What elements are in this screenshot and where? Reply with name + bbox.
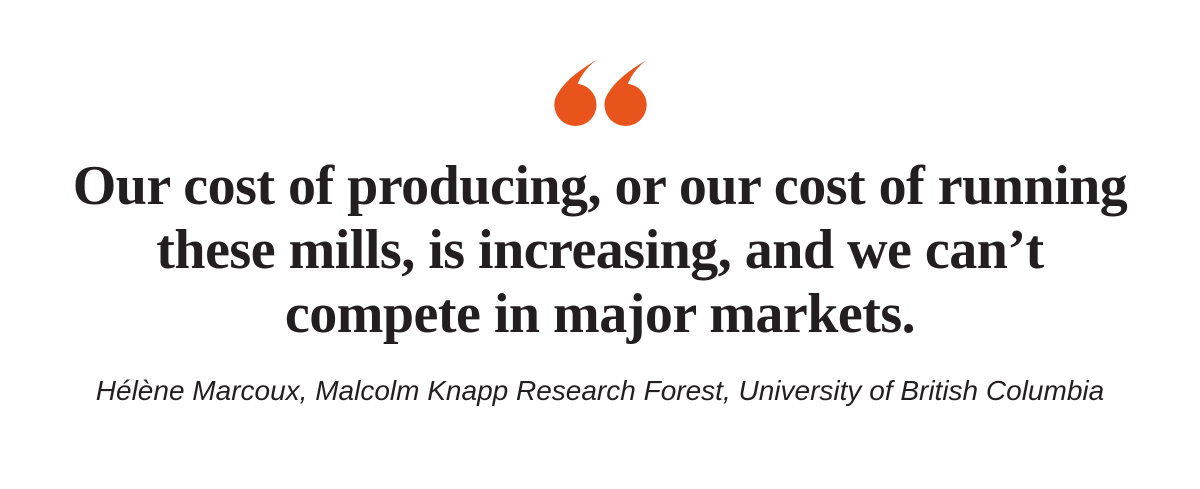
quote-comma-right — [603, 60, 647, 126]
open-double-quote-icon — [553, 60, 647, 126]
quote-text: Our cost of producing, or our cost of ru… — [73, 154, 1128, 346]
quote-attribution: Hélène Marcoux, Malcolm Knapp Research F… — [95, 375, 1105, 406]
quote-line-1: Our cost of producing, or our cost of ru… — [72, 155, 1128, 217]
quote-comma-left — [553, 60, 597, 126]
quote-line-2: these mills, is increasing, and we can’t — [156, 219, 1044, 281]
quote-line-3: compete in major markets. — [284, 283, 916, 345]
